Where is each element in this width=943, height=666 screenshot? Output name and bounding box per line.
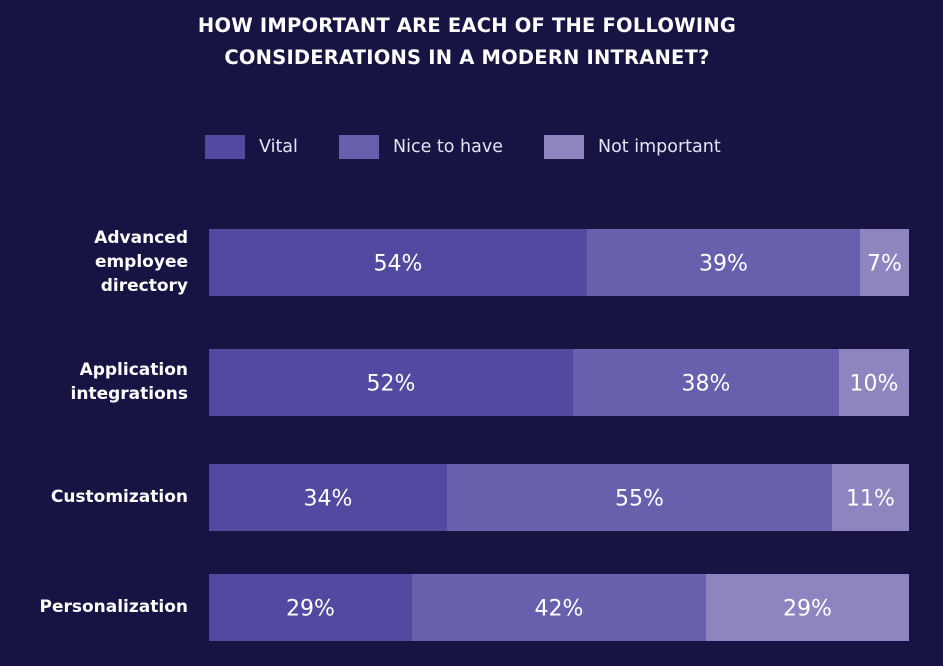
data-label-not-important: 11%: [846, 487, 895, 512]
category-label-line: directory: [100, 276, 188, 296]
data-label-vital: 34%: [304, 487, 353, 512]
legend-swatch-vital: [205, 135, 245, 159]
bar-segment-vital: [209, 464, 447, 531]
data-label-nice-to-have: 39%: [699, 252, 748, 277]
bar-segment-not-important: [832, 464, 909, 531]
data-label-nice-to-have: 38%: [682, 372, 731, 397]
category-label-line: Advanced: [94, 228, 188, 248]
bar-segment-vital: [209, 229, 587, 296]
legend-item-nice-to-have: Nice to have: [339, 134, 503, 160]
chart-title: HOW IMPORTANT ARE EACH OF THE FOLLOWING …: [0, 10, 934, 74]
category-label-line: Customization: [50, 487, 188, 507]
chart-title-line-1: HOW IMPORTANT ARE EACH OF THE FOLLOWING: [197, 14, 737, 37]
bar-segment-not-important: [860, 229, 909, 296]
category-label-line: Personalization: [39, 597, 188, 617]
legend-label-not-important: Not important: [598, 137, 721, 157]
data-label-vital: 54%: [374, 252, 423, 277]
chart-title-line-2: CONSIDERATIONS IN A MODERN INTRANET?: [224, 46, 710, 69]
category-label-line: Application: [79, 360, 188, 380]
data-label-not-important: 7%: [867, 252, 902, 277]
bar-segment-nice-to-have: [412, 574, 706, 641]
bar-segment-vital: [209, 574, 412, 641]
legend-label-vital: Vital: [259, 137, 298, 157]
bar-segment-nice-to-have: [587, 229, 860, 296]
category-label-personalization: Personalization: [39, 595, 188, 619]
data-label-not-important: 29%: [783, 597, 832, 622]
legend-swatch-not-important: [544, 135, 584, 159]
bar-segment-nice-to-have: [573, 349, 839, 416]
category-label-customization: Customization: [51, 485, 188, 509]
data-label-vital: 29%: [286, 597, 335, 622]
bar-segment-nice-to-have: [447, 464, 832, 531]
category-label-advanced-employee-directory: Advanced employee directory: [94, 226, 188, 298]
data-label-not-important: 10%: [850, 372, 899, 397]
legend-label-nice-to-have: Nice to have: [393, 137, 503, 157]
category-label-line: integrations: [70, 384, 188, 404]
legend-item-vital: Vital: [205, 134, 298, 160]
bar-segment-not-important: [839, 349, 909, 416]
data-label-nice-to-have: 42%: [535, 597, 584, 622]
legend-swatch-nice-to-have: [339, 135, 379, 159]
bar-segment-vital: [209, 349, 573, 416]
bar-segment-not-important: [706, 574, 909, 641]
category-label-application-integrations: Application integrations: [71, 358, 188, 406]
data-label-nice-to-have: 55%: [615, 487, 664, 512]
legend-item-not-important: Not important: [544, 134, 721, 160]
category-label-line: employee: [94, 252, 188, 272]
data-label-vital: 52%: [367, 372, 416, 397]
